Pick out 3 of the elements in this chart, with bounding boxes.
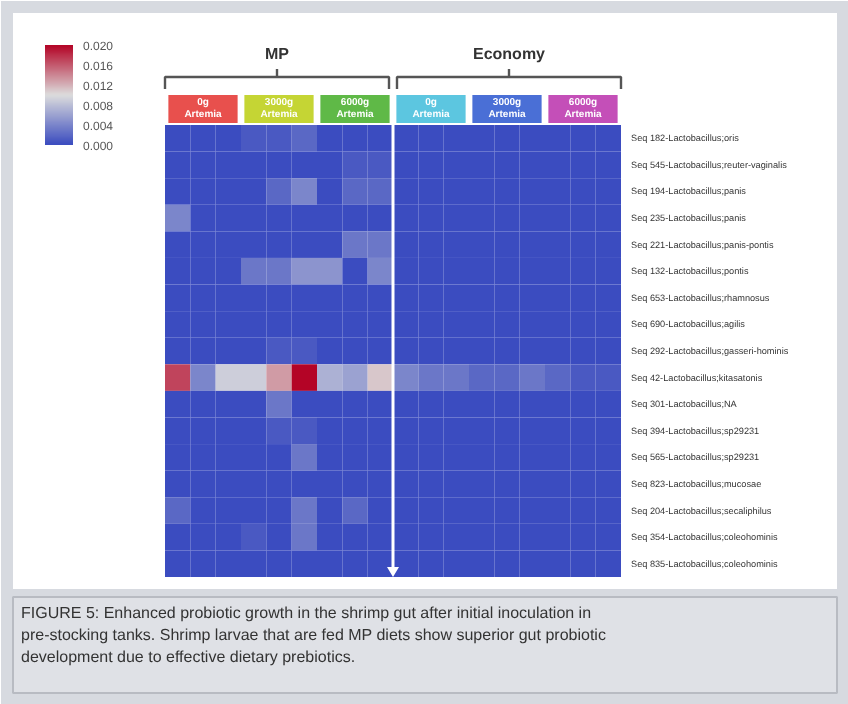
caption: FIGURE 5: Enhanced probiotic growth in the shrimp gut after initial inoculation in pre-stocking tanks. Shrimp larvae that are fed MP diets show superior gut probiotic development due to effective dietary prebiotics.	[21, 604, 606, 666]
text: MP	[265, 45, 291, 63]
text: Economy	[472, 45, 547, 63]
